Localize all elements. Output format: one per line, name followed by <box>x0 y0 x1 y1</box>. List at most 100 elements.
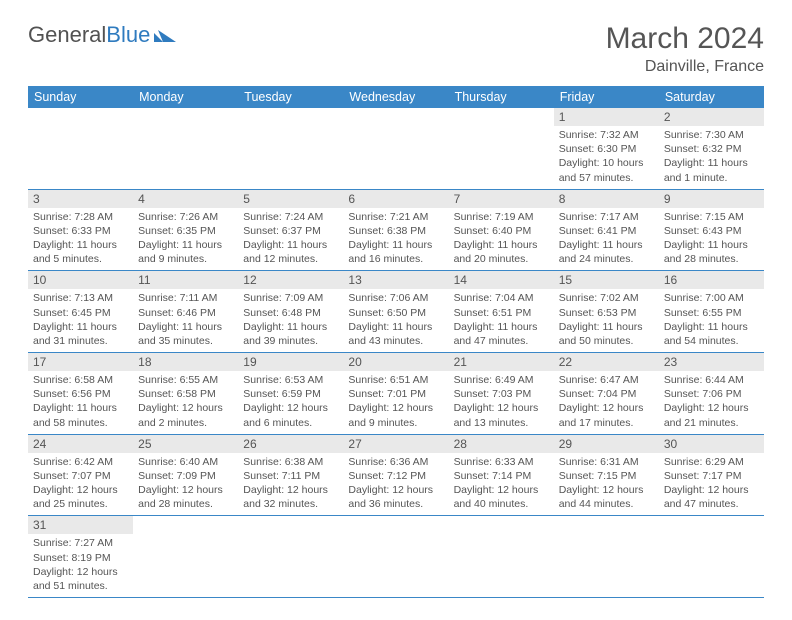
day-content: Sunrise: 7:32 AMSunset: 6:30 PMDaylight:… <box>554 126 659 189</box>
day-content: Sunrise: 6:44 AMSunset: 7:06 PMDaylight:… <box>659 371 764 434</box>
day-content: Sunrise: 6:49 AMSunset: 7:03 PMDaylight:… <box>449 371 554 434</box>
calendar-day: 11Sunrise: 7:11 AMSunset: 6:46 PMDayligh… <box>133 271 238 353</box>
calendar-day: 16Sunrise: 7:00 AMSunset: 6:55 PMDayligh… <box>659 271 764 353</box>
day-number: 29 <box>554 435 659 453</box>
calendar-day: 4Sunrise: 7:26 AMSunset: 6:35 PMDaylight… <box>133 189 238 271</box>
weekday-header: Monday <box>133 86 238 108</box>
calendar-day: 5Sunrise: 7:24 AMSunset: 6:37 PMDaylight… <box>238 189 343 271</box>
calendar-day: 28Sunrise: 6:33 AMSunset: 7:14 PMDayligh… <box>449 434 554 516</box>
day-content: Sunrise: 7:13 AMSunset: 6:45 PMDaylight:… <box>28 289 133 352</box>
day-number: 27 <box>343 435 448 453</box>
calendar-day: 2Sunrise: 7:30 AMSunset: 6:32 PMDaylight… <box>659 108 764 189</box>
day-content: Sunrise: 6:51 AMSunset: 7:01 PMDaylight:… <box>343 371 448 434</box>
calendar-blank-cell <box>554 516 659 598</box>
day-content: Sunrise: 7:11 AMSunset: 6:46 PMDaylight:… <box>133 289 238 352</box>
calendar-empty-cell <box>133 108 238 189</box>
day-content: Sunrise: 7:28 AMSunset: 6:33 PMDaylight:… <box>28 208 133 271</box>
calendar-day: 8Sunrise: 7:17 AMSunset: 6:41 PMDaylight… <box>554 189 659 271</box>
day-number: 23 <box>659 353 764 371</box>
day-number: 3 <box>28 190 133 208</box>
day-content: Sunrise: 6:29 AMSunset: 7:17 PMDaylight:… <box>659 453 764 516</box>
calendar-day: 14Sunrise: 7:04 AMSunset: 6:51 PMDayligh… <box>449 271 554 353</box>
day-number: 12 <box>238 271 343 289</box>
calendar-blank-cell <box>449 516 554 598</box>
day-number: 20 <box>343 353 448 371</box>
day-content: Sunrise: 7:24 AMSunset: 6:37 PMDaylight:… <box>238 208 343 271</box>
calendar-blank-cell <box>133 516 238 598</box>
calendar-day: 26Sunrise: 6:38 AMSunset: 7:11 PMDayligh… <box>238 434 343 516</box>
day-number: 11 <box>133 271 238 289</box>
page-subtitle: Dainville, France <box>606 58 764 76</box>
calendar-day: 30Sunrise: 6:29 AMSunset: 7:17 PMDayligh… <box>659 434 764 516</box>
weekday-header: Wednesday <box>343 86 448 108</box>
day-number: 1 <box>554 108 659 126</box>
day-number: 6 <box>343 190 448 208</box>
day-content: Sunrise: 6:33 AMSunset: 7:14 PMDaylight:… <box>449 453 554 516</box>
logo-text-general: General <box>28 22 106 48</box>
calendar-day: 21Sunrise: 6:49 AMSunset: 7:03 PMDayligh… <box>449 353 554 435</box>
day-content: Sunrise: 6:38 AMSunset: 7:11 PMDaylight:… <box>238 453 343 516</box>
day-number: 18 <box>133 353 238 371</box>
logo-mark-icon <box>154 22 180 48</box>
calendar-empty-cell <box>238 108 343 189</box>
calendar-body: 1Sunrise: 7:32 AMSunset: 6:30 PMDaylight… <box>28 108 764 598</box>
calendar-table: SundayMondayTuesdayWednesdayThursdayFrid… <box>28 86 764 598</box>
day-content: Sunrise: 6:53 AMSunset: 6:59 PMDaylight:… <box>238 371 343 434</box>
day-content: Sunrise: 7:19 AMSunset: 6:40 PMDaylight:… <box>449 208 554 271</box>
day-number: 28 <box>449 435 554 453</box>
day-number: 8 <box>554 190 659 208</box>
day-content: Sunrise: 7:00 AMSunset: 6:55 PMDaylight:… <box>659 289 764 352</box>
calendar-day: 10Sunrise: 7:13 AMSunset: 6:45 PMDayligh… <box>28 271 133 353</box>
weekday-header: Friday <box>554 86 659 108</box>
day-content: Sunrise: 6:40 AMSunset: 7:09 PMDaylight:… <box>133 453 238 516</box>
calendar-day: 1Sunrise: 7:32 AMSunset: 6:30 PMDaylight… <box>554 108 659 189</box>
day-number: 25 <box>133 435 238 453</box>
calendar-day: 18Sunrise: 6:55 AMSunset: 6:58 PMDayligh… <box>133 353 238 435</box>
day-number: 30 <box>659 435 764 453</box>
calendar-day: 9Sunrise: 7:15 AMSunset: 6:43 PMDaylight… <box>659 189 764 271</box>
calendar-day: 17Sunrise: 6:58 AMSunset: 6:56 PMDayligh… <box>28 353 133 435</box>
day-number: 13 <box>343 271 448 289</box>
day-number: 19 <box>238 353 343 371</box>
calendar-empty-cell <box>449 108 554 189</box>
day-content: Sunrise: 7:15 AMSunset: 6:43 PMDaylight:… <box>659 208 764 271</box>
calendar-day: 22Sunrise: 6:47 AMSunset: 7:04 PMDayligh… <box>554 353 659 435</box>
day-content: Sunrise: 6:31 AMSunset: 7:15 PMDaylight:… <box>554 453 659 516</box>
calendar-day: 31Sunrise: 7:27 AMSunset: 8:19 PMDayligh… <box>28 516 133 598</box>
day-content: Sunrise: 6:47 AMSunset: 7:04 PMDaylight:… <box>554 371 659 434</box>
calendar-day: 13Sunrise: 7:06 AMSunset: 6:50 PMDayligh… <box>343 271 448 353</box>
day-content: Sunrise: 7:26 AMSunset: 6:35 PMDaylight:… <box>133 208 238 271</box>
day-number: 9 <box>659 190 764 208</box>
weekday-header: Saturday <box>659 86 764 108</box>
day-number: 31 <box>28 516 133 534</box>
calendar-blank-cell <box>238 516 343 598</box>
day-number: 2 <box>659 108 764 126</box>
day-number: 16 <box>659 271 764 289</box>
day-content: Sunrise: 6:55 AMSunset: 6:58 PMDaylight:… <box>133 371 238 434</box>
day-number: 4 <box>133 190 238 208</box>
day-number: 22 <box>554 353 659 371</box>
calendar-blank-cell <box>659 516 764 598</box>
calendar-day: 7Sunrise: 7:19 AMSunset: 6:40 PMDaylight… <box>449 189 554 271</box>
header: GeneralBlue March 2024 Dainville, France <box>28 22 764 76</box>
calendar-day: 12Sunrise: 7:09 AMSunset: 6:48 PMDayligh… <box>238 271 343 353</box>
calendar-blank-cell <box>343 516 448 598</box>
day-number: 10 <box>28 271 133 289</box>
day-content: Sunrise: 7:21 AMSunset: 6:38 PMDaylight:… <box>343 208 448 271</box>
day-number: 14 <box>449 271 554 289</box>
day-content: Sunrise: 7:27 AMSunset: 8:19 PMDaylight:… <box>28 534 133 597</box>
calendar-day: 27Sunrise: 6:36 AMSunset: 7:12 PMDayligh… <box>343 434 448 516</box>
calendar-empty-cell <box>343 108 448 189</box>
calendar-day: 24Sunrise: 6:42 AMSunset: 7:07 PMDayligh… <box>28 434 133 516</box>
day-content: Sunrise: 7:06 AMSunset: 6:50 PMDaylight:… <box>343 289 448 352</box>
calendar-day: 6Sunrise: 7:21 AMSunset: 6:38 PMDaylight… <box>343 189 448 271</box>
day-number: 17 <box>28 353 133 371</box>
day-number: 24 <box>28 435 133 453</box>
title-block: March 2024 Dainville, France <box>606 22 764 76</box>
calendar-empty-cell <box>28 108 133 189</box>
day-number: 15 <box>554 271 659 289</box>
day-content: Sunrise: 7:09 AMSunset: 6:48 PMDaylight:… <box>238 289 343 352</box>
day-content: Sunrise: 6:58 AMSunset: 6:56 PMDaylight:… <box>28 371 133 434</box>
day-content: Sunrise: 6:42 AMSunset: 7:07 PMDaylight:… <box>28 453 133 516</box>
calendar-day: 29Sunrise: 6:31 AMSunset: 7:15 PMDayligh… <box>554 434 659 516</box>
